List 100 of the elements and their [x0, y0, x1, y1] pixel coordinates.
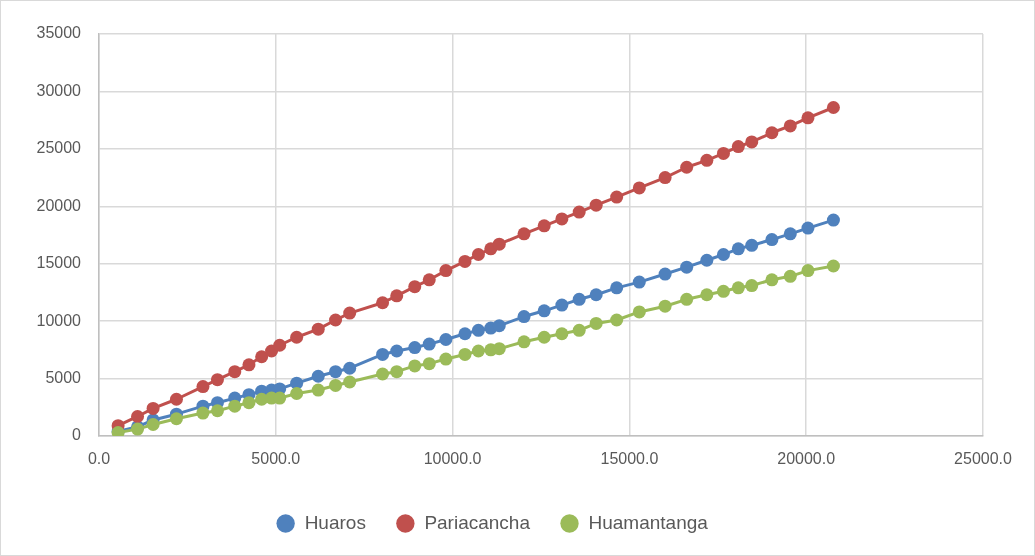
- point: [329, 313, 343, 327]
- point: [745, 238, 759, 252]
- point: [783, 269, 797, 283]
- point: [537, 330, 551, 344]
- x-tick-label: 10000.0: [423, 450, 482, 468]
- point: [290, 330, 304, 344]
- point: [210, 373, 224, 387]
- point: [555, 327, 569, 341]
- point: [826, 101, 840, 115]
- point: [745, 135, 759, 149]
- y-tick-label: 25000: [36, 139, 82, 157]
- point: [680, 160, 694, 174]
- point: [422, 273, 436, 287]
- point: [700, 253, 714, 267]
- point: [716, 284, 730, 298]
- point: [311, 383, 325, 397]
- point: [242, 396, 256, 410]
- point: [716, 146, 730, 160]
- point: [555, 212, 569, 226]
- point: [745, 279, 759, 293]
- point: [658, 171, 672, 185]
- point: [589, 316, 603, 330]
- legend-label: Pariacancha: [424, 511, 531, 533]
- point: [146, 418, 160, 432]
- point: [801, 264, 815, 278]
- point: [343, 375, 357, 389]
- point: [783, 227, 797, 241]
- point: [422, 337, 436, 351]
- point: [390, 344, 404, 358]
- point: [390, 365, 404, 379]
- x-tick-label: 5000.0: [251, 450, 301, 468]
- point: [680, 292, 694, 306]
- point: [408, 341, 422, 355]
- point: [731, 281, 745, 295]
- y-tick-label: 20000: [36, 196, 82, 214]
- point: [408, 359, 422, 373]
- point: [242, 358, 256, 372]
- point: [826, 213, 840, 227]
- point: [801, 221, 815, 235]
- point: [311, 322, 325, 336]
- point: [439, 264, 453, 278]
- point: [658, 299, 672, 313]
- point: [731, 140, 745, 154]
- point: [700, 153, 714, 167]
- point: [537, 219, 551, 233]
- point: [801, 111, 815, 125]
- point: [555, 298, 569, 312]
- point: [210, 404, 224, 418]
- point: [146, 401, 160, 415]
- point: [439, 352, 453, 366]
- point: [228, 365, 242, 379]
- point: [196, 380, 210, 394]
- point: [517, 227, 531, 241]
- point: [471, 248, 485, 262]
- point: [537, 304, 551, 318]
- point: [517, 310, 531, 324]
- point: [343, 306, 357, 320]
- point: [632, 181, 646, 195]
- point: [376, 296, 390, 310]
- point: [680, 260, 694, 274]
- y-tick-label: 35000: [36, 24, 82, 42]
- point: [492, 342, 506, 356]
- point: [376, 347, 390, 361]
- point: [765, 126, 779, 140]
- point: [311, 369, 325, 383]
- point: [610, 281, 624, 295]
- point: [589, 198, 603, 212]
- point: [422, 357, 436, 371]
- point: [471, 323, 485, 337]
- point: [458, 254, 472, 268]
- point: [610, 190, 624, 204]
- point: [458, 347, 472, 361]
- y-tick-label: 30000: [36, 81, 82, 99]
- y-tick-label: 10000: [36, 311, 82, 329]
- point: [610, 313, 624, 327]
- point: [273, 338, 287, 352]
- point: [408, 280, 422, 294]
- point: [765, 273, 779, 287]
- point: [589, 288, 603, 302]
- x-tick-label: 25000.0: [954, 450, 1013, 468]
- legend-label: Huamantanga: [588, 511, 709, 533]
- y-tick-label: 15000: [36, 254, 82, 272]
- point: [228, 399, 242, 413]
- y-tick-label: 5000: [45, 368, 82, 386]
- point: [169, 392, 183, 406]
- point: [572, 205, 586, 219]
- point: [196, 406, 210, 420]
- point: [376, 367, 390, 381]
- point: [255, 350, 269, 364]
- point: [517, 335, 531, 349]
- x-tick-label: 20000.0: [777, 450, 836, 468]
- point: [783, 119, 797, 133]
- point: [658, 267, 672, 281]
- legend-label: Huaros: [304, 511, 366, 533]
- point: [765, 233, 779, 247]
- point: [492, 237, 506, 251]
- y-tick-label: 0: [72, 426, 82, 444]
- point: [169, 412, 183, 426]
- point: [290, 387, 304, 400]
- point: [458, 327, 472, 341]
